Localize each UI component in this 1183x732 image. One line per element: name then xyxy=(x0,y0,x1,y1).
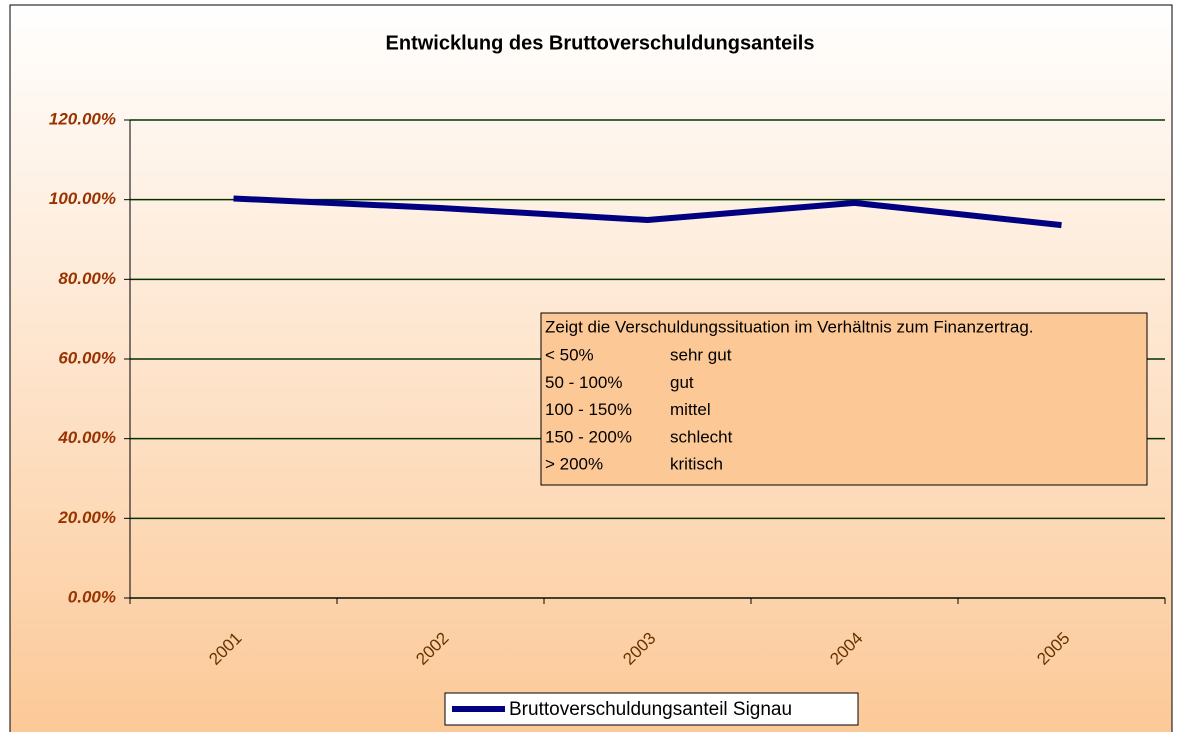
y-tick-label: 120.00% xyxy=(49,109,116,128)
annotation-range: 150 - 200% xyxy=(545,427,632,446)
annotation-rating: sehr gut xyxy=(670,345,732,364)
annotation-rating: gut xyxy=(670,373,694,392)
annotation-rating: schlecht xyxy=(670,427,733,446)
annotation-box xyxy=(540,312,1148,486)
chart-title: Entwicklung des Bruttoverschuldungsantei… xyxy=(386,32,815,54)
annotation-title: Zeigt die Verschuldungssituation im Verh… xyxy=(545,317,1034,336)
y-tick-label: 40.00% xyxy=(57,428,116,447)
y-tick-label: 60.00% xyxy=(58,348,116,367)
annotation-rating: mittel xyxy=(670,400,711,419)
y-tick-label: 20.00% xyxy=(57,508,116,527)
annotation-range: 50 - 100% xyxy=(545,373,623,392)
annotation-rating: kritisch xyxy=(670,455,723,474)
y-tick-label: 80.00% xyxy=(58,269,116,288)
y-tick-label: 0.00% xyxy=(68,587,116,606)
legend-box xyxy=(444,692,859,726)
y-tick-label: 100.00% xyxy=(49,189,116,208)
line-series xyxy=(233,195,1062,229)
annotation-range: < 50% xyxy=(545,345,594,364)
annotation-range: > 200% xyxy=(545,455,603,474)
annotation-range: 100 - 150% xyxy=(545,400,632,419)
legend-label: Bruttoverschuldungsanteil Signau xyxy=(509,699,792,720)
